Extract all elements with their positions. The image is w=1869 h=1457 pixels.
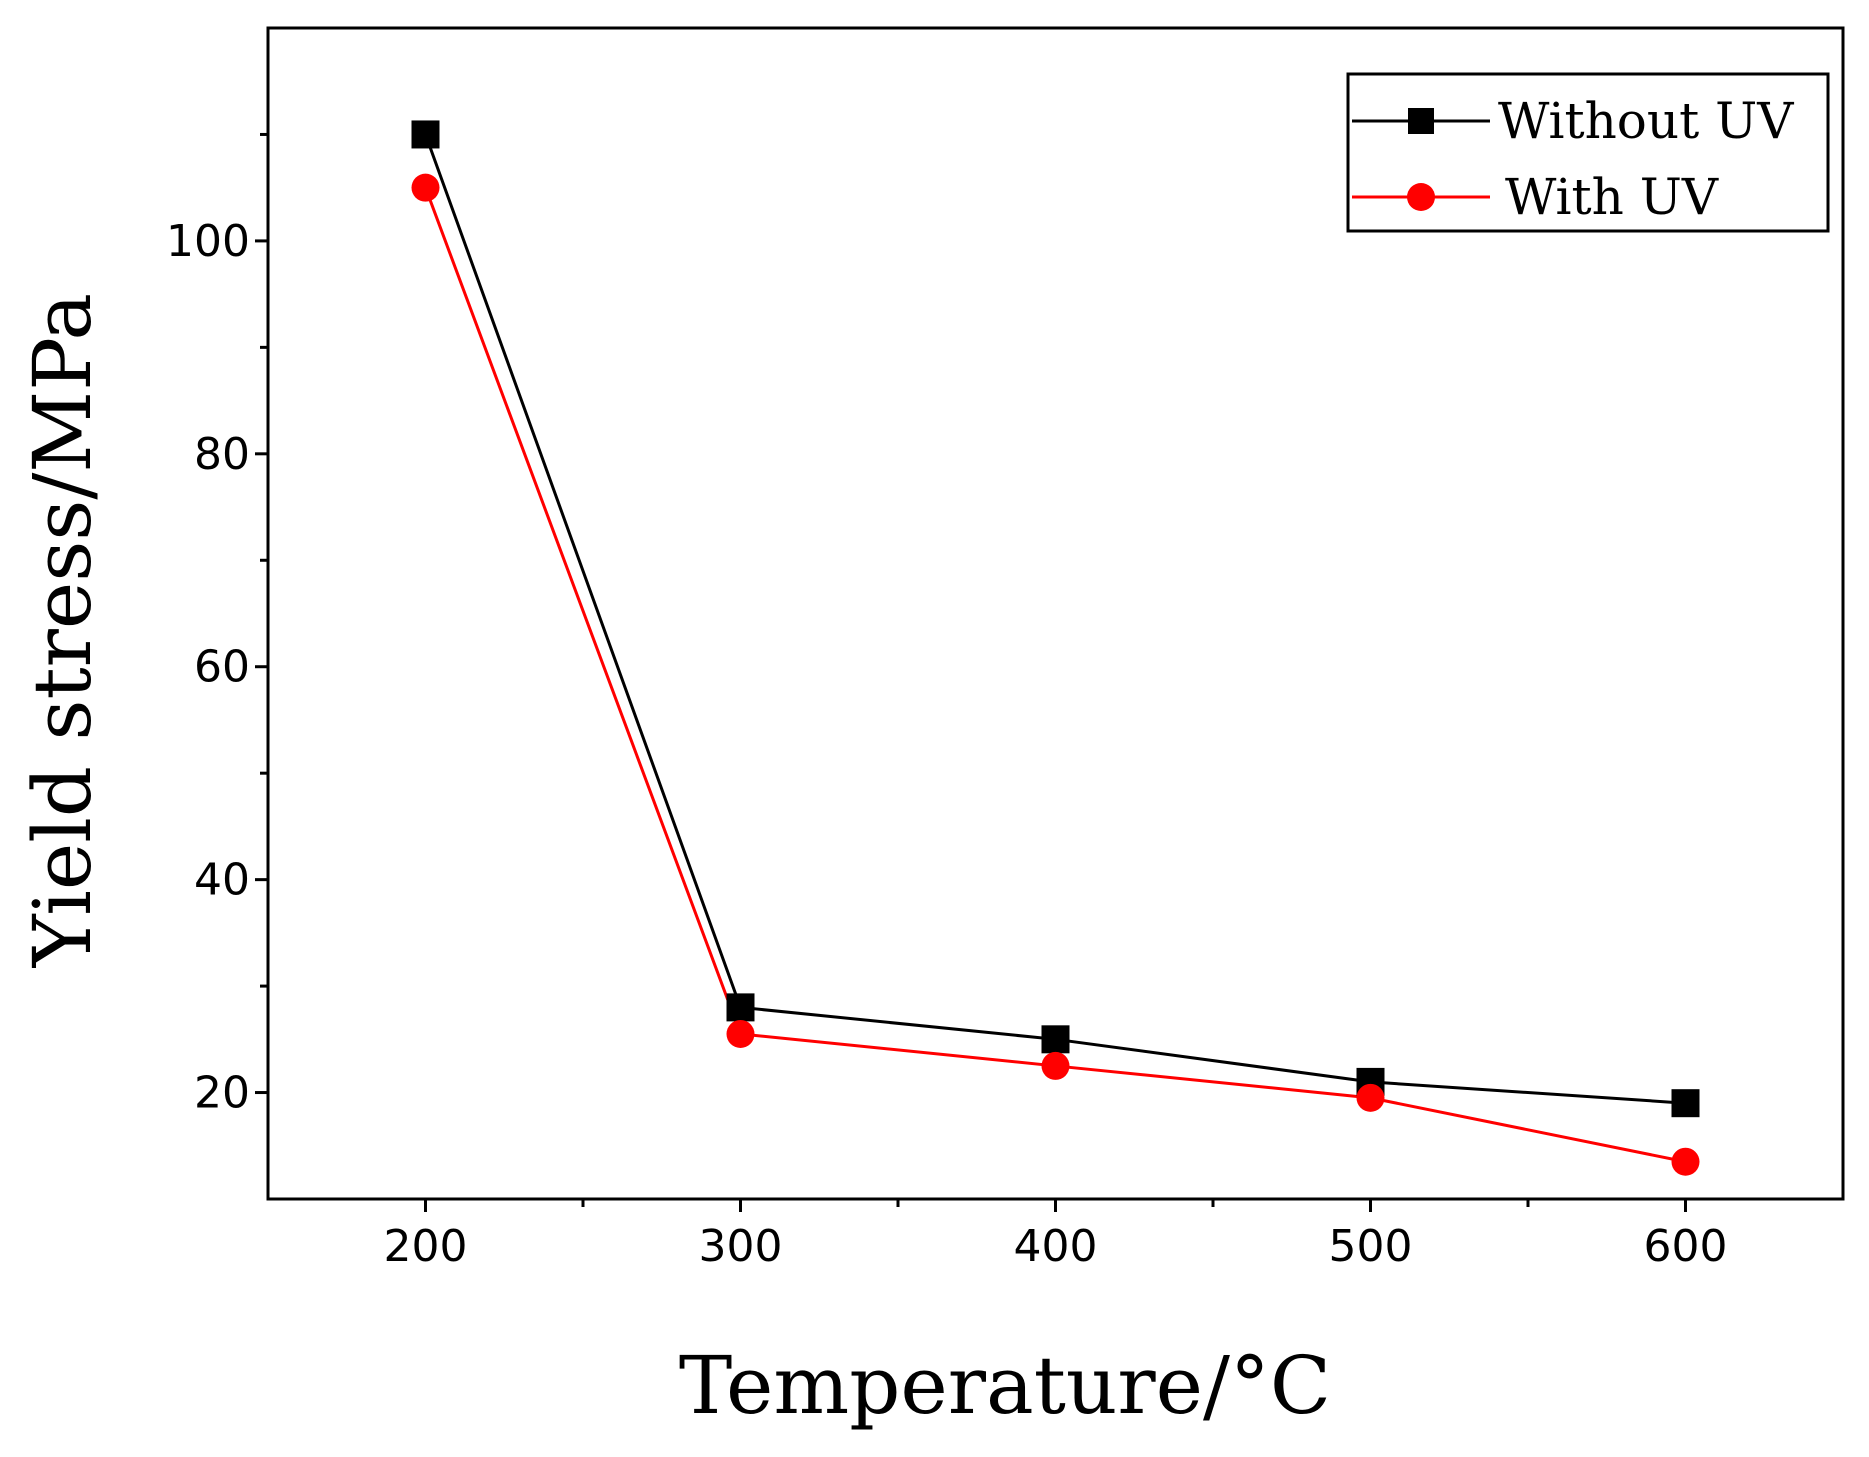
data-point-with-uv (726, 1019, 755, 1048)
series-line-without-uv (424, 133, 1686, 1105)
y-tick-label: 60 (194, 642, 250, 693)
data-point-without-uv (411, 120, 440, 149)
legend-marker-square (1408, 108, 1434, 134)
y-tick-label: 80 (194, 429, 250, 480)
y-axis-ticks: 20 40 60 80 100 (166, 132, 268, 1119)
x-axis-title: Temperature/°C (679, 1339, 1331, 1432)
legend-marker-circle (1407, 183, 1435, 211)
data-point-with-uv (1041, 1051, 1070, 1080)
legend-label-with-uv: With UV (1505, 168, 1719, 226)
y-tick-label: 100 (166, 216, 250, 267)
series-line-with-uv (424, 187, 1686, 1164)
legend: Without UV With UV (1346, 72, 1830, 233)
x-axis-ticks: 200 300 400 500 600 (384, 1199, 1728, 1272)
y-tick-label: 40 (194, 855, 250, 906)
x-tick-label: 600 (1644, 1221, 1728, 1272)
x-tick-label: 200 (384, 1221, 468, 1272)
x-tick-label: 500 (1329, 1221, 1413, 1272)
x-tick-label: 300 (699, 1221, 783, 1272)
legend-label-without-uv: Without UV (1498, 92, 1794, 150)
data-point-with-uv (411, 173, 440, 202)
data-point-with-uv (1671, 1147, 1700, 1176)
data-point-without-uv (1041, 1025, 1070, 1054)
data-point-with-uv (1356, 1083, 1385, 1112)
x-tick-label: 400 (1014, 1221, 1098, 1272)
y-tick-label: 20 (194, 1068, 250, 1119)
plot-marks (411, 120, 1700, 1176)
data-point-without-uv (1671, 1089, 1700, 1118)
y-axis-title: Yield stress/MPa (16, 293, 109, 968)
data-point-without-uv (726, 993, 755, 1022)
